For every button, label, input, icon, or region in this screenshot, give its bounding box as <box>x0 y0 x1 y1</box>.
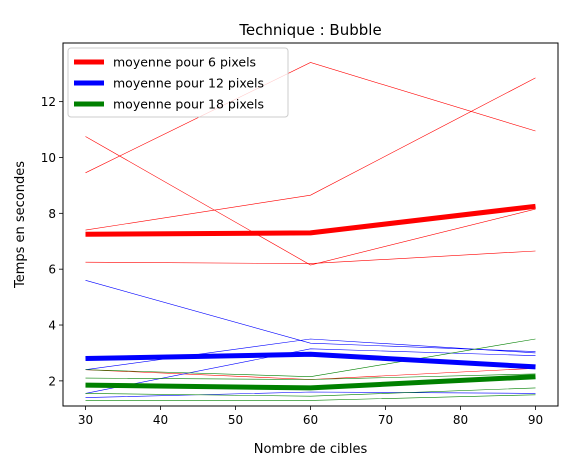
x-tick-label: 60 <box>303 413 318 427</box>
x-tick-label: 30 <box>78 413 93 427</box>
x-tick-label: 70 <box>378 413 393 427</box>
x-axis-label: Nombre de cibles <box>254 442 368 457</box>
individual-series-line <box>85 338 536 378</box>
y-tick-label: 12 <box>41 95 56 109</box>
y-tick-label: 4 <box>48 319 56 333</box>
individual-series-line <box>85 250 536 264</box>
x-axis: 30 40 50 60 70 80 90 <box>78 406 543 427</box>
individual-series-line <box>85 387 536 397</box>
y-axis-label: Temps en secondes <box>13 161 28 289</box>
y-tick-label: 10 <box>41 151 56 165</box>
individual-series-line <box>85 77 536 231</box>
y-tick-label: 8 <box>48 207 56 221</box>
y-tick-label: 2 <box>48 374 56 388</box>
legend: moyenne pour 6 pixels moyenne pour 12 pix… <box>67 47 289 118</box>
plot-area <box>85 62 536 401</box>
x-tick-label: 90 <box>528 413 543 427</box>
legend-box <box>67 47 289 118</box>
y-axis: 2 4 6 8 10 12 <box>41 95 63 388</box>
individual-series-line <box>85 62 536 174</box>
legend-label: moyenne pour 18 pixels <box>113 97 264 112</box>
y-tick-label: 6 <box>48 263 56 277</box>
individual-series-line <box>85 391 536 398</box>
individual-series-line <box>85 394 536 401</box>
x-tick-label: 50 <box>228 413 243 427</box>
individual-series-line <box>85 280 536 352</box>
x-tick-label: 80 <box>453 413 468 427</box>
mean-series-line <box>85 374 536 391</box>
mean-series-line <box>85 351 536 370</box>
individual-series-line <box>85 136 536 266</box>
mean-series-line <box>85 203 536 237</box>
legend-label: moyenne pour 6 pixels <box>113 55 256 70</box>
individual-series-line <box>85 373 536 380</box>
x-tick-label: 40 <box>153 413 168 427</box>
legend-label: moyenne pour 12 pixels <box>113 76 264 91</box>
chart-title: Technique : Bubble <box>238 21 381 39</box>
